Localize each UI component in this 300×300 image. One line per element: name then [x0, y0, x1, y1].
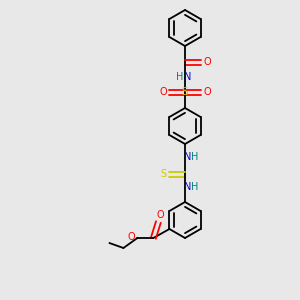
Text: N: N — [184, 182, 192, 192]
Text: O: O — [203, 87, 211, 97]
Text: H: H — [191, 152, 199, 162]
Text: O: O — [128, 232, 135, 242]
Text: O: O — [159, 87, 167, 97]
Text: H: H — [176, 72, 184, 82]
Text: H: H — [191, 182, 199, 192]
Text: N: N — [184, 72, 192, 82]
Text: O: O — [157, 210, 164, 220]
Text: S: S — [160, 169, 166, 179]
Text: O: O — [203, 57, 211, 67]
Text: N: N — [184, 152, 192, 162]
Text: S: S — [182, 87, 188, 97]
